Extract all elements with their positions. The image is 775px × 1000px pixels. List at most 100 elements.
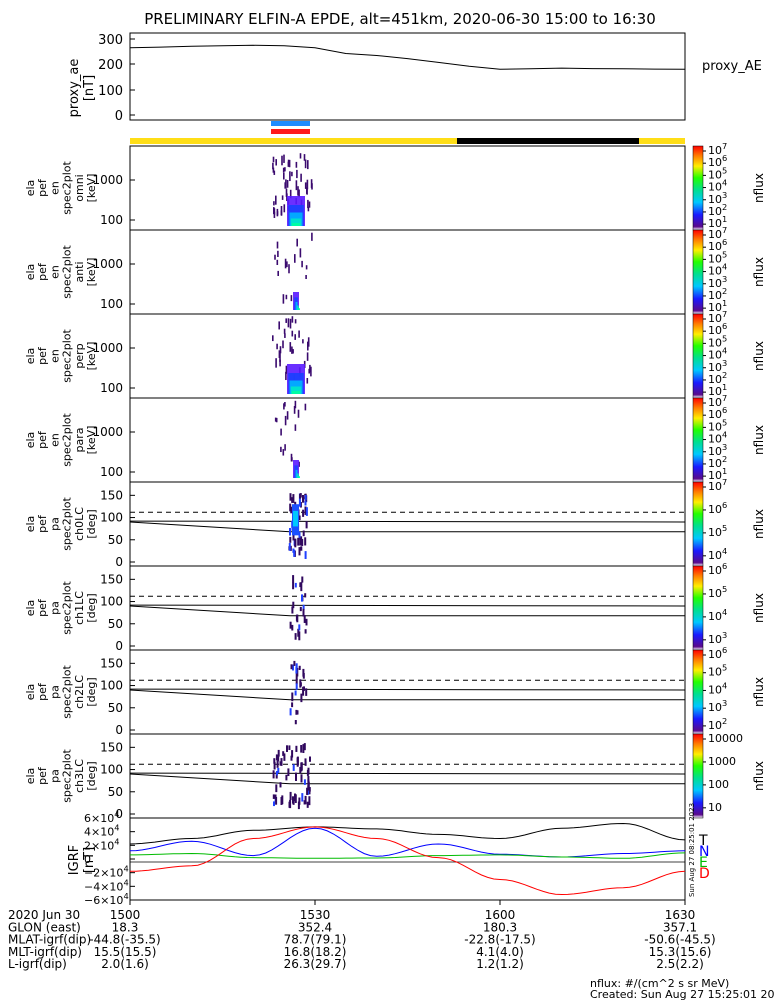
pitch-angle-panel-3: ela pef pa spec2plot ch3LC [deg]150 100 50 0 1000… — [24, 732, 766, 821]
spectrogram-pixel — [283, 403, 285, 410]
pa-pixel — [295, 683, 298, 690]
spectrogram-pixel — [307, 337, 310, 347]
pa-pixel — [305, 507, 308, 516]
pa-pixel — [303, 686, 305, 691]
spectrogram-pixel — [295, 161, 298, 168]
pa-pixel — [301, 594, 303, 602]
spectrogram-pixel — [309, 364, 311, 373]
spectrogram-pixel — [301, 260, 303, 268]
pa-pixel — [307, 767, 310, 775]
xaxis-row-value: 1500 — [110, 908, 141, 922]
pa-pixel — [298, 624, 301, 631]
colorbar-label: 104 — [708, 262, 727, 278]
pa-pixel — [275, 797, 278, 805]
xaxis-row-value: 1600 — [485, 908, 516, 922]
colorbar-1 — [692, 229, 704, 315]
spectrogram-pixel — [290, 453, 293, 462]
panel-ylabel-line: pef — [36, 514, 49, 533]
pa-tick: 150 — [100, 488, 123, 502]
spectrogram-pixel — [292, 349, 294, 354]
xaxis-row-value: 15.5(15.5) — [94, 945, 157, 959]
footer-created: Created: Sun Aug 27 15:25:01 2023 — [590, 988, 775, 1000]
spectrogram-core — [298, 476, 300, 478]
igrf-tick-label: 2×104 — [84, 836, 119, 852]
figure-title: PRELIMINARY ELFIN-A EPDE, alt=451km, 202… — [144, 10, 656, 28]
xaxis-row-label: GLON (east) — [8, 920, 81, 934]
colorbar-label: 103 — [708, 274, 727, 290]
spectrogram-pixel — [306, 188, 308, 195]
panel-ylabel-line: ela — [24, 684, 37, 701]
loss-cone-line-upper — [129, 688, 686, 691]
spectrogram-pixel — [289, 318, 292, 329]
spectrogram-pixel — [306, 352, 309, 361]
proxy-ae-ylabel-unit: [nT] — [82, 75, 97, 101]
spectrogram-pixel — [311, 183, 313, 190]
spectrogram-pixel — [280, 210, 283, 216]
spectrogram-core — [292, 391, 300, 394]
panel-ylabel-line: spec2plot — [61, 581, 74, 635]
spectrogram-pixel — [297, 186, 299, 196]
colorbar-4 — [692, 481, 704, 567]
colorbar-label: 106 — [708, 645, 727, 661]
pa-pixel — [306, 787, 309, 795]
energy-tick-100: 100 — [100, 213, 123, 227]
pa-pixel — [298, 501, 301, 507]
pa-pixel — [304, 758, 307, 763]
pa-pixel — [273, 762, 276, 770]
pa-pixel — [305, 521, 308, 529]
panel-ylabel-line: [deg] — [85, 593, 98, 622]
panel-ylabel-line: pa — [48, 517, 61, 531]
proxy-ae-series-line — [129, 44, 686, 70]
colorbar-3 — [692, 397, 704, 483]
igrf-ylabel: IGRF — [67, 845, 82, 875]
energy-tick-100: 100 — [100, 465, 123, 479]
energy-tick-1000: 1000 — [92, 257, 123, 271]
panel-ylabel-line: ch0LC — [73, 507, 86, 541]
panel-ylabel-line: pef — [36, 346, 49, 365]
spectrogram-pixel — [303, 154, 306, 161]
timestamp-stamp: Sun Aug 27 08:25:01 2023 — [688, 803, 696, 897]
panel-ylabel-line: pef — [36, 430, 49, 449]
colorbar-2 — [692, 313, 704, 399]
panel-ylabel-line: [keV] — [85, 258, 98, 287]
pa-pixel — [300, 546, 303, 551]
pa-pixel — [294, 539, 297, 547]
spectrogram-pixel — [286, 411, 289, 420]
igrf-tick-label: 6×104 — [84, 809, 119, 825]
igrf-tick-label: −4×104 — [84, 877, 129, 893]
spectrogram-pixel — [275, 417, 278, 423]
colorbar-label: 106 — [708, 561, 727, 577]
spectrogram-core — [290, 386, 302, 394]
spectrogram-pixel — [298, 330, 300, 338]
pa-pixel — [300, 693, 303, 703]
panel-ylabel-line: spec2plot — [61, 749, 74, 803]
colorbar-label: 105 — [708, 165, 727, 181]
loss-cone-line-lower — [129, 605, 685, 617]
xaxis-row-value: -44.8(-35.5) — [89, 933, 160, 947]
pa-pixel — [282, 751, 285, 756]
energy-panel-0: ela pef en spec2plot omni [keV]10001001071061… — [24, 141, 766, 231]
pa-pixel — [304, 761, 307, 766]
spectrogram-pixel — [286, 261, 288, 268]
pa-pixel — [273, 758, 276, 764]
pa-pixel — [295, 614, 298, 621]
panel-ylabel-line: en — [48, 349, 61, 363]
colorbar-label: 102 — [708, 716, 727, 732]
xaxis-row-value: 78.7(79.1) — [284, 933, 347, 947]
loss-cone-line-upper — [129, 772, 686, 775]
panel-ylabel-line: pef — [36, 178, 49, 197]
pa-pixel — [299, 679, 302, 688]
spectrogram-pixel — [272, 162, 274, 170]
spectrogram-pixel — [294, 400, 297, 409]
pa-pixel — [275, 772, 278, 779]
xaxis-row-value: 15.3(15.6) — [649, 945, 712, 959]
panel-ylabel-line: spec2plot — [61, 245, 74, 299]
panel-ylabel-line: ela — [24, 600, 37, 617]
xaxis-row-value: 2.5(2.2) — [656, 957, 704, 971]
energy-panel-3: ela pef en spec2plot para [keV]10001001071061… — [24, 393, 766, 483]
pa-tick: 150 — [100, 656, 123, 670]
spectrogram-pixel — [288, 264, 290, 274]
proxy-ae-tick-100: 100 — [98, 84, 123, 99]
colorbar-label: 103 — [708, 358, 727, 374]
panel-ylabel-line: ela — [24, 516, 37, 533]
